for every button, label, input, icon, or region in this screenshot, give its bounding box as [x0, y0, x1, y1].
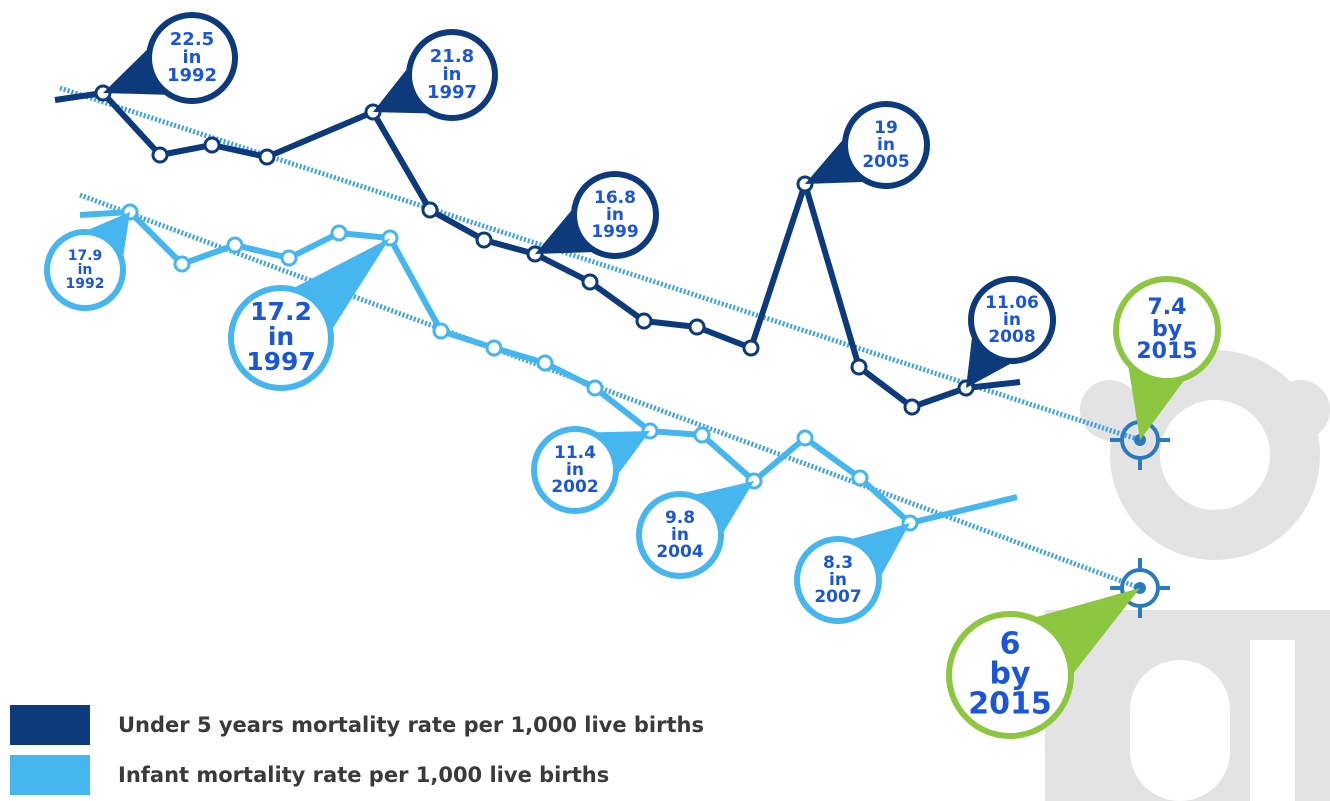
- callout-text: 1997: [427, 82, 477, 103]
- callout-text: 1992: [66, 276, 105, 292]
- point: [798, 431, 812, 445]
- point: [487, 341, 501, 355]
- point: [853, 471, 867, 485]
- point: [282, 251, 296, 265]
- background-figure: [1045, 375, 1330, 801]
- point: [852, 360, 866, 374]
- infographic: 22.5in199221.8in199716.8in199919in200511…: [0, 0, 1330, 801]
- callout-text: 2008: [988, 327, 1035, 347]
- callout-text: 2002: [551, 477, 598, 497]
- callout-text: 2005: [862, 152, 909, 172]
- point: [695, 428, 709, 442]
- legend-label: Under 5 years mortality rate per 1,000 l…: [118, 713, 704, 737]
- point: [153, 148, 167, 162]
- point: [205, 138, 219, 152]
- point: [744, 341, 758, 355]
- point: [690, 320, 704, 334]
- callouts: 22.5in199221.8in199716.8in199919in200511…: [44, 12, 1221, 739]
- point: [423, 203, 437, 217]
- point: [434, 324, 448, 338]
- callout-text: 2007: [814, 587, 861, 607]
- point: [905, 400, 919, 414]
- point: [637, 314, 651, 328]
- legend-swatch: [10, 705, 90, 745]
- point: [175, 257, 189, 271]
- point: [477, 233, 491, 247]
- callout-text: 1992: [167, 65, 217, 86]
- callout-text: 2015: [968, 687, 1052, 722]
- point: [228, 238, 242, 252]
- callout-text: 2015: [1136, 339, 1197, 364]
- point: [538, 356, 552, 370]
- point: [583, 275, 597, 289]
- callout-text: 1997: [246, 347, 316, 376]
- callout-text: 2004: [656, 542, 703, 562]
- point: [332, 226, 346, 240]
- legend-swatch: [10, 755, 90, 795]
- legend-label: Infant mortality rate per 1,000 live bir…: [118, 763, 609, 787]
- point: [260, 150, 274, 164]
- point: [588, 381, 602, 395]
- callout-text: 1999: [591, 222, 638, 242]
